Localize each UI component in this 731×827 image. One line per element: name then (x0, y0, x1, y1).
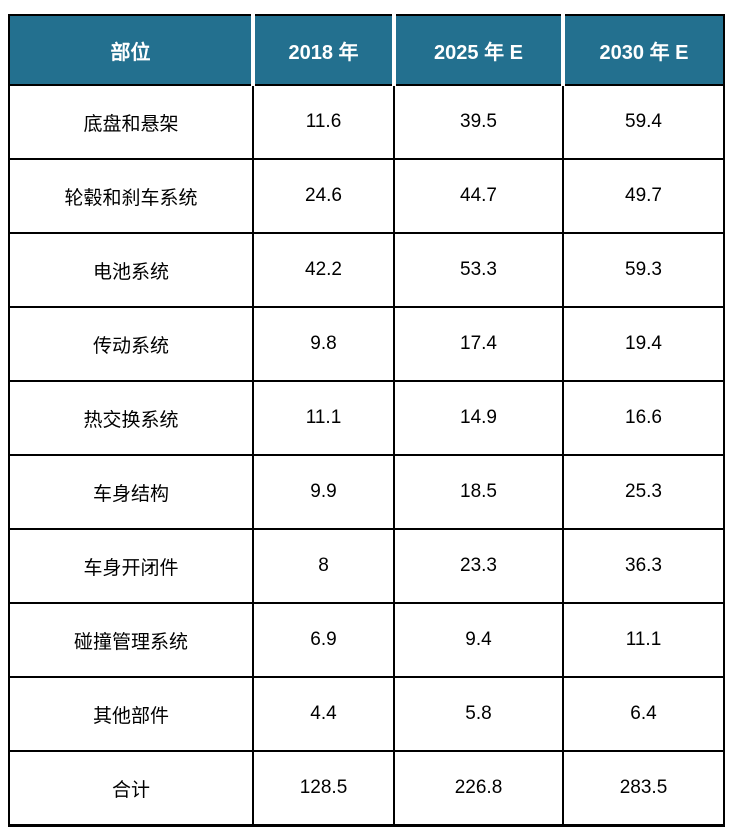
cell-value: 42.2 (252, 232, 395, 308)
row-label: 碰撞管理系统 (8, 602, 254, 678)
cell-value: 25.3 (562, 454, 725, 530)
cell-value: 6.9 (252, 602, 395, 678)
cell-value: 59.4 (562, 84, 725, 160)
row-label: 热交换系统 (8, 380, 254, 456)
cell-value: 44.7 (393, 158, 564, 234)
table-row: 车身结构 9.9 18.5 25.3 (8, 454, 725, 530)
header-row: 部位 2018 年 2025 年 E 2030 年 E (9, 15, 724, 86)
cell-value: 16.6 (562, 380, 725, 456)
column-header: 2018 年 (251, 15, 394, 86)
cell-value: 17.4 (393, 306, 564, 382)
cell-value: 36.3 (562, 528, 725, 604)
cell-value: 23.3 (393, 528, 564, 604)
table-screenshot: 部位 2018 年 2025 年 E 2030 年 E 底盘和悬架 11.6 39.5 59… (8, 14, 725, 827)
table-header: 部位 2018 年 2025 年 E 2030 年 E (9, 15, 724, 86)
cell-value: 11.6 (252, 84, 395, 160)
cell-value: 19.4 (562, 306, 725, 382)
table-row: 其他部件 4.4 5.8 6.4 (8, 676, 725, 752)
cell-value: 53.3 (393, 232, 564, 308)
table-row: 车身开闭件 8 23.3 36.3 (8, 528, 725, 604)
table-row: 热交换系统 11.1 14.9 16.6 (8, 380, 725, 456)
table-row: 轮毂和刹车系统 24.6 44.7 49.7 (8, 158, 725, 234)
table-row: 底盘和悬架 11.6 39.5 59.4 (8, 84, 725, 160)
cell-value: 39.5 (393, 84, 564, 160)
cell-value: 9.4 (393, 602, 564, 678)
cell-value: 14.9 (393, 380, 564, 456)
column-header: 2025 年 E (392, 15, 563, 86)
component-market-table: 部位 2018 年 2025 年 E 2030 年 E 底盘和悬架 11.6 39.5 59… (8, 14, 725, 827)
cell-value: 9.8 (252, 306, 395, 382)
cell-value: 128.5 (252, 750, 395, 827)
column-header: 部位 (9, 15, 253, 86)
row-label: 轮毂和刹车系统 (8, 158, 254, 234)
cell-value: 5.8 (393, 676, 564, 752)
row-label: 合计 (8, 750, 254, 827)
cell-value: 283.5 (562, 750, 725, 827)
cell-value: 4.4 (252, 676, 395, 752)
cell-value: 6.4 (562, 676, 725, 752)
cell-value: 18.5 (393, 454, 564, 530)
cell-value: 226.8 (393, 750, 564, 827)
table-row: 合计 128.5 226.8 283.5 (8, 750, 725, 827)
cell-value: 11.1 (252, 380, 395, 456)
row-label: 车身开闭件 (8, 528, 254, 604)
row-label: 车身结构 (8, 454, 254, 530)
table-row: 电池系统 42.2 53.3 59.3 (8, 232, 725, 308)
cell-value: 59.3 (562, 232, 725, 308)
row-label: 传动系统 (8, 306, 254, 382)
table-body: 底盘和悬架 11.6 39.5 59.4 轮毂和刹车系统 24.6 44.7 49.7 电池系统… (8, 84, 725, 827)
table-row: 传动系统 9.8 17.4 19.4 (8, 306, 725, 382)
cell-value: 24.6 (252, 158, 395, 234)
table-row: 碰撞管理系统 6.9 9.4 11.1 (8, 602, 725, 678)
column-header: 2030 年 E (561, 15, 724, 86)
row-label: 其他部件 (8, 676, 254, 752)
row-label: 底盘和悬架 (8, 84, 254, 160)
cell-value: 8 (252, 528, 395, 604)
cell-value: 11.1 (562, 602, 725, 678)
cell-value: 9.9 (252, 454, 395, 530)
row-label: 电池系统 (8, 232, 254, 308)
cell-value: 49.7 (562, 158, 725, 234)
